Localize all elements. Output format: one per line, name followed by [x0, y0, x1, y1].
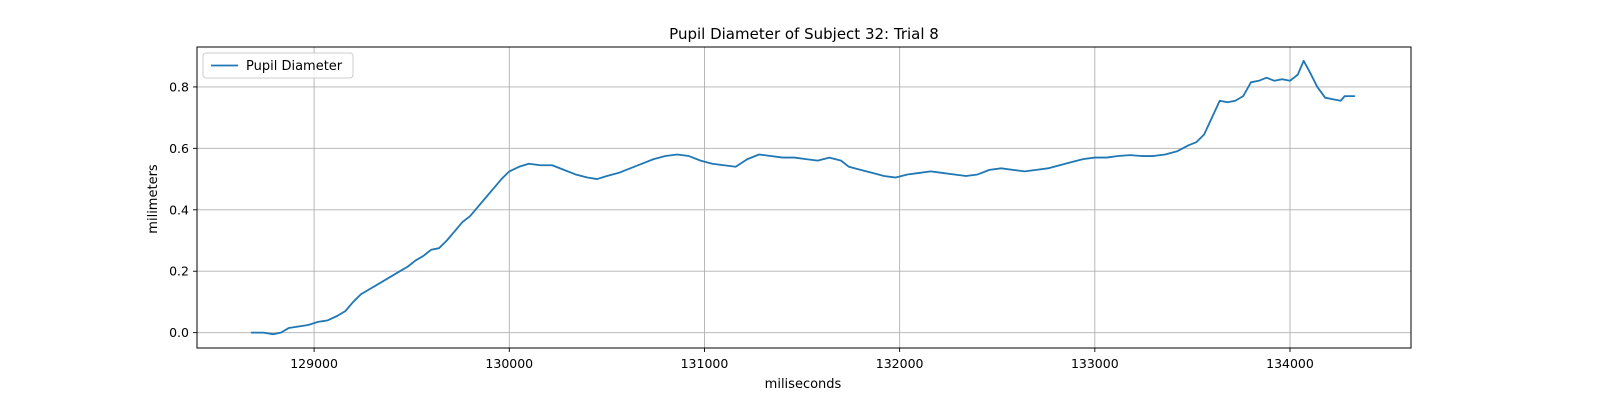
x-axis-label: miliseconds [765, 377, 842, 392]
y-tick-label: 0.0 [169, 325, 189, 340]
x-tick-label: 132000 [876, 356, 924, 371]
chart-title: Pupil Diameter of Subject 32: Trial 8 [669, 25, 939, 43]
y-axis-label: milimeters [146, 164, 161, 234]
y-tick-label: 0.8 [169, 79, 189, 94]
legend-box [202, 52, 354, 79]
y-tick-label: 0.6 [169, 141, 189, 156]
axis-ticks: 129000 130000 131000 132000 133000 134000 0.0 0… [169, 79, 1314, 371]
x-tick-label: 129000 [290, 356, 338, 371]
x-tick-label: 131000 [681, 356, 729, 371]
y-tick-label: 0.4 [169, 202, 189, 217]
data-layer [250, 59, 1356, 336]
series-line-pupil-diameter [250, 59, 1356, 336]
plot-frame [196, 46, 1412, 349]
x-tick-label: 130000 [485, 356, 533, 371]
x-tick-label: 134000 [1266, 356, 1314, 371]
x-tick-label: 133000 [1071, 356, 1119, 371]
legend: Pupil Diameter [202, 52, 354, 79]
legend-entry-pupil-diameter: Pupil Diameter [246, 59, 343, 74]
y-tick-label: 0.2 [169, 264, 189, 279]
